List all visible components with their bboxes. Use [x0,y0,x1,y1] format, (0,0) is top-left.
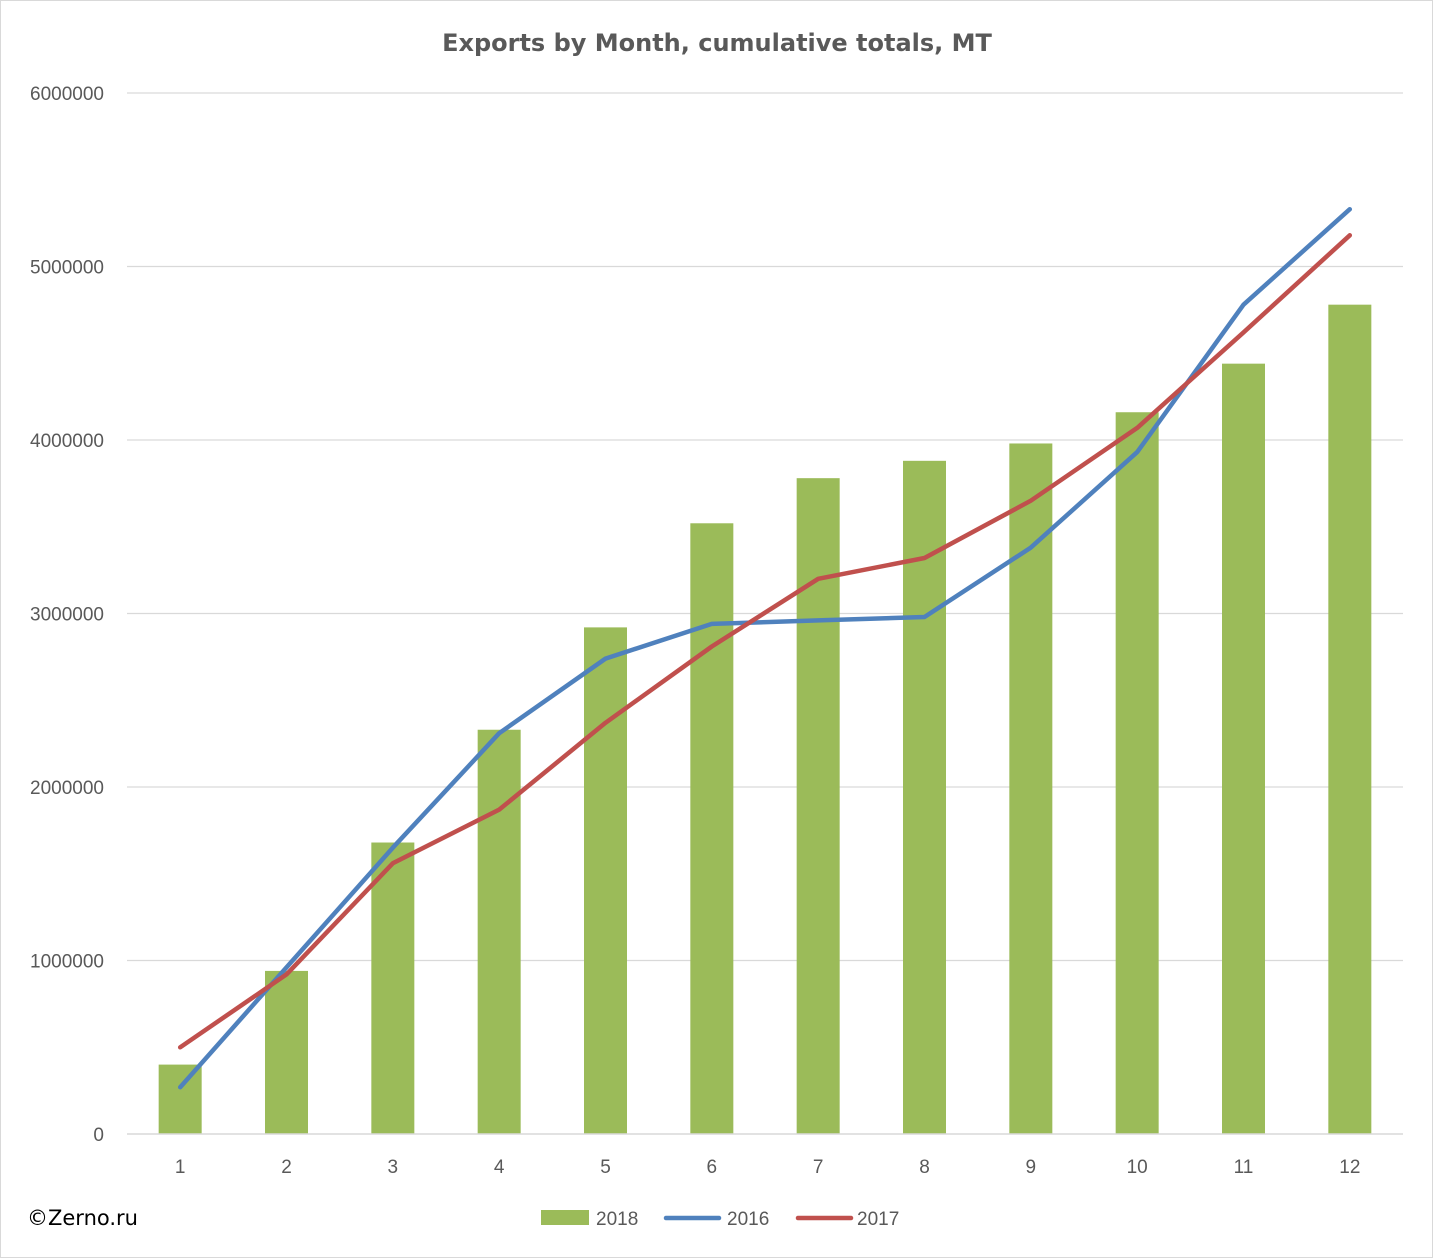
x-tick-label: 7 [813,1157,824,1178]
x-tick-label: 6 [707,1157,718,1178]
gridlines [127,92,1403,962]
bar-2018 [158,1064,202,1134]
x-tick-label: 3 [388,1157,399,1178]
line-2016 [177,206,1353,1090]
x-tick-label: 9 [1026,1157,1037,1178]
x-tick-label: 11 [1234,1157,1254,1178]
x-tick-label: 2 [281,1157,292,1178]
x-axis-ticks: 1 2 3 4 5 6 7 8 9 10 11 12 [175,1157,1361,1178]
x-tick-label: 12 [1339,1157,1360,1178]
bar-2018 [1115,412,1159,1134]
legend-label-2016: 2016 [727,1209,769,1230]
bar-2018 [265,970,308,1134]
bar-2018 [903,460,946,1134]
x-tick-label: 10 [1127,1157,1148,1178]
y-tick-label: 5000000 [30,258,104,279]
x-tick-label: 8 [919,1157,930,1178]
bar-2018 [690,523,734,1134]
y-axis-ticks: 0 1000000 2000000 3000000 4000000 5000000 6000… [30,84,104,1146]
legend: 2018 2016 2017 [541,1209,899,1230]
y-tick-label: 1000000 [30,952,104,973]
bar-2018 [1328,304,1372,1134]
line-2017 [177,233,1353,1050]
y-tick-label: 2000000 [30,778,104,799]
y-tick-label: 3000000 [30,605,104,626]
bar-2018 [584,627,627,1134]
legend-label-2018: 2018 [596,1209,638,1230]
y-tick-label: 4000000 [30,431,104,452]
chart-title: Exports by Month, cumulative totals, MT [442,29,992,57]
x-tick-label: 4 [494,1157,505,1178]
bars-2018 [158,304,1372,1135]
x-tick-label: 1 [175,1157,186,1178]
copyright-text: ©Zerno.ru [27,1206,138,1230]
x-tick-label: 5 [600,1157,611,1178]
bar-2018 [477,729,521,1134]
y-tick-label: 0 [93,1125,104,1146]
y-tick-label: 6000000 [30,84,104,105]
legend-swatch-2018 [541,1210,589,1225]
lines [177,206,1353,1090]
legend-label-2017: 2017 [857,1209,899,1230]
bar-2018 [1222,363,1265,1134]
bar-2018 [371,842,415,1134]
